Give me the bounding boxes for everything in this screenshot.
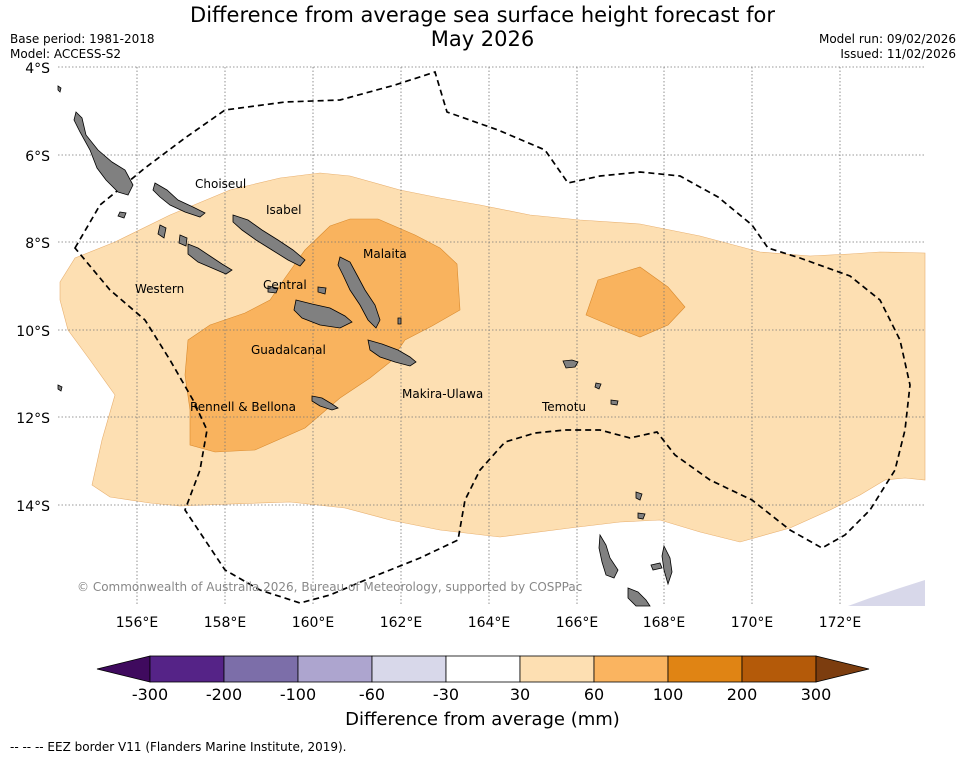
- colorbar-tick-label: 200: [727, 685, 758, 704]
- choiseul-island: [152, 182, 206, 218]
- small-island-5: [317, 286, 327, 295]
- lat-label: 4°S: [25, 61, 50, 77]
- guadalcanal-island: [293, 299, 353, 329]
- anomaly-60-100-region-east: [585, 266, 686, 338]
- colorbar-bin: [445, 655, 521, 683]
- province-label-western: Western: [135, 282, 184, 296]
- vanuatu-island-north: [598, 533, 619, 579]
- colorbar-bin: [593, 655, 669, 683]
- colorbar-ticks: -300 -200 -100 -60 -30 30 60 100 200 300: [132, 685, 831, 704]
- model-run-text: Model run: 09/02/2026: [818, 32, 956, 46]
- colorbar-extend-low: [96, 655, 151, 683]
- eez-border-line: [73, 70, 911, 604]
- base-period-text: Base period: 1981-2018: [10, 32, 155, 46]
- small-island-13: [57, 384, 63, 392]
- small-island-9: [637, 512, 646, 520]
- meta-left: Base period: 1981-2018 Model: ACCESS-S2: [10, 32, 155, 62]
- model-text: Model: ACCESS-S2: [10, 47, 122, 61]
- bougainville-island: [73, 111, 134, 196]
- issued-text: Issued: 11/02/2026: [840, 47, 956, 61]
- lon-label: 164°E: [468, 615, 511, 631]
- small-island-7: [610, 399, 619, 406]
- vanuatu-island-central: [627, 587, 651, 607]
- small-island-11: [397, 317, 402, 325]
- small-island-3: [178, 234, 188, 247]
- lon-label: 158°E: [204, 615, 247, 631]
- province-labels: Choiseul Isabel Malaita Western Central …: [135, 177, 586, 414]
- lon-label: 160°E: [292, 615, 335, 631]
- small-island-1: [117, 211, 127, 219]
- province-label-choiseul: Choiseul: [195, 177, 246, 191]
- lat-label: 6°S: [25, 149, 50, 165]
- copyright-note: © Commonwealth of Australia 2026, Bureau…: [77, 580, 582, 594]
- meta-right: Model run: 09/02/2026 Issued: 11/02/2026: [819, 32, 956, 62]
- colorbar-title: Difference from average (mm): [345, 709, 620, 730]
- colorbar-tick-label: -60: [359, 685, 385, 704]
- province-label-temotu: Temotu: [541, 400, 586, 414]
- small-island-4: [267, 285, 279, 294]
- lon-label: 170°E: [731, 615, 774, 631]
- map-title: Difference from average sea surface heig…: [0, 3, 965, 51]
- lon-label: 162°E: [380, 615, 423, 631]
- eez-legend-note: -- -- -- EEZ border V11 (Flanders Marine…: [10, 740, 347, 754]
- colorbar-bin: [149, 655, 225, 683]
- small-island-2: [157, 224, 167, 239]
- santa-cruz-island: [562, 359, 579, 369]
- province-label-central: Central: [263, 278, 307, 292]
- lat-label: 14°S: [16, 499, 50, 515]
- lon-label: 166°E: [556, 615, 599, 631]
- colorbar-bin: [297, 655, 373, 683]
- province-label-malaita: Malaita: [363, 247, 407, 261]
- province-label-rennell-bellona: Rennell & Bellona: [190, 400, 296, 414]
- colorbar-bin: [223, 655, 299, 683]
- rennell-island: [311, 395, 339, 411]
- map-title-line1: Difference from average sea surface heig…: [190, 3, 775, 27]
- colorbar-bin: [667, 655, 743, 683]
- longitude-labels: 156°E 158°E 160°E 162°E 164°E 166°E 168°…: [116, 615, 862, 631]
- colorbar-tick-label: -30: [433, 685, 459, 704]
- colorbar-tick-label: 60: [584, 685, 604, 704]
- lat-label: 10°S: [16, 324, 50, 340]
- map-title-line2: May 2026: [430, 27, 535, 51]
- vanuatu-island-east: [661, 544, 673, 586]
- province-label-isabel: Isabel: [266, 203, 301, 217]
- malaita-island: [337, 256, 381, 329]
- anomaly-negative-corner: [848, 580, 925, 606]
- small-island-12: [57, 85, 62, 93]
- anomaly-60-100-region-west: [184, 218, 461, 453]
- isabel-island: [232, 214, 306, 267]
- colorbar-extend-high: [815, 655, 870, 683]
- gridlines: [58, 66, 925, 606]
- province-label-guadalcanal: Guadalcanal: [251, 343, 326, 357]
- small-island-8: [635, 491, 643, 501]
- province-label-makira-ulawa: Makira-Ulawa: [402, 387, 483, 401]
- colorbar-tick-label: 100: [653, 685, 684, 704]
- colorbar-bin: [519, 655, 595, 683]
- lon-label: 172°E: [819, 615, 862, 631]
- new-georgia-island: [187, 243, 233, 275]
- colorbar-tick-label: 300: [801, 685, 832, 704]
- colorbar-tick-label: 30: [510, 685, 530, 704]
- colorbar-tick-label: -300: [132, 685, 168, 704]
- anomaly-fill: [59, 172, 926, 606]
- colorbar: [96, 655, 870, 683]
- lat-label: 8°S: [25, 236, 50, 252]
- latitude-labels: 4°S 6°S 8°S 10°S 12°S 14°S: [16, 61, 50, 515]
- land-masses: [57, 85, 673, 607]
- lat-label: 12°S: [16, 411, 50, 427]
- lon-label: 168°E: [643, 615, 686, 631]
- colorbar-tick-label: -200: [206, 685, 242, 704]
- colorbar-bin: [741, 655, 817, 683]
- makira-island: [367, 339, 417, 367]
- small-island-10: [650, 562, 663, 571]
- colorbar-tick-label: -100: [280, 685, 316, 704]
- colorbar-bin: [371, 655, 447, 683]
- lon-label: 156°E: [116, 615, 159, 631]
- small-island-6: [594, 382, 602, 390]
